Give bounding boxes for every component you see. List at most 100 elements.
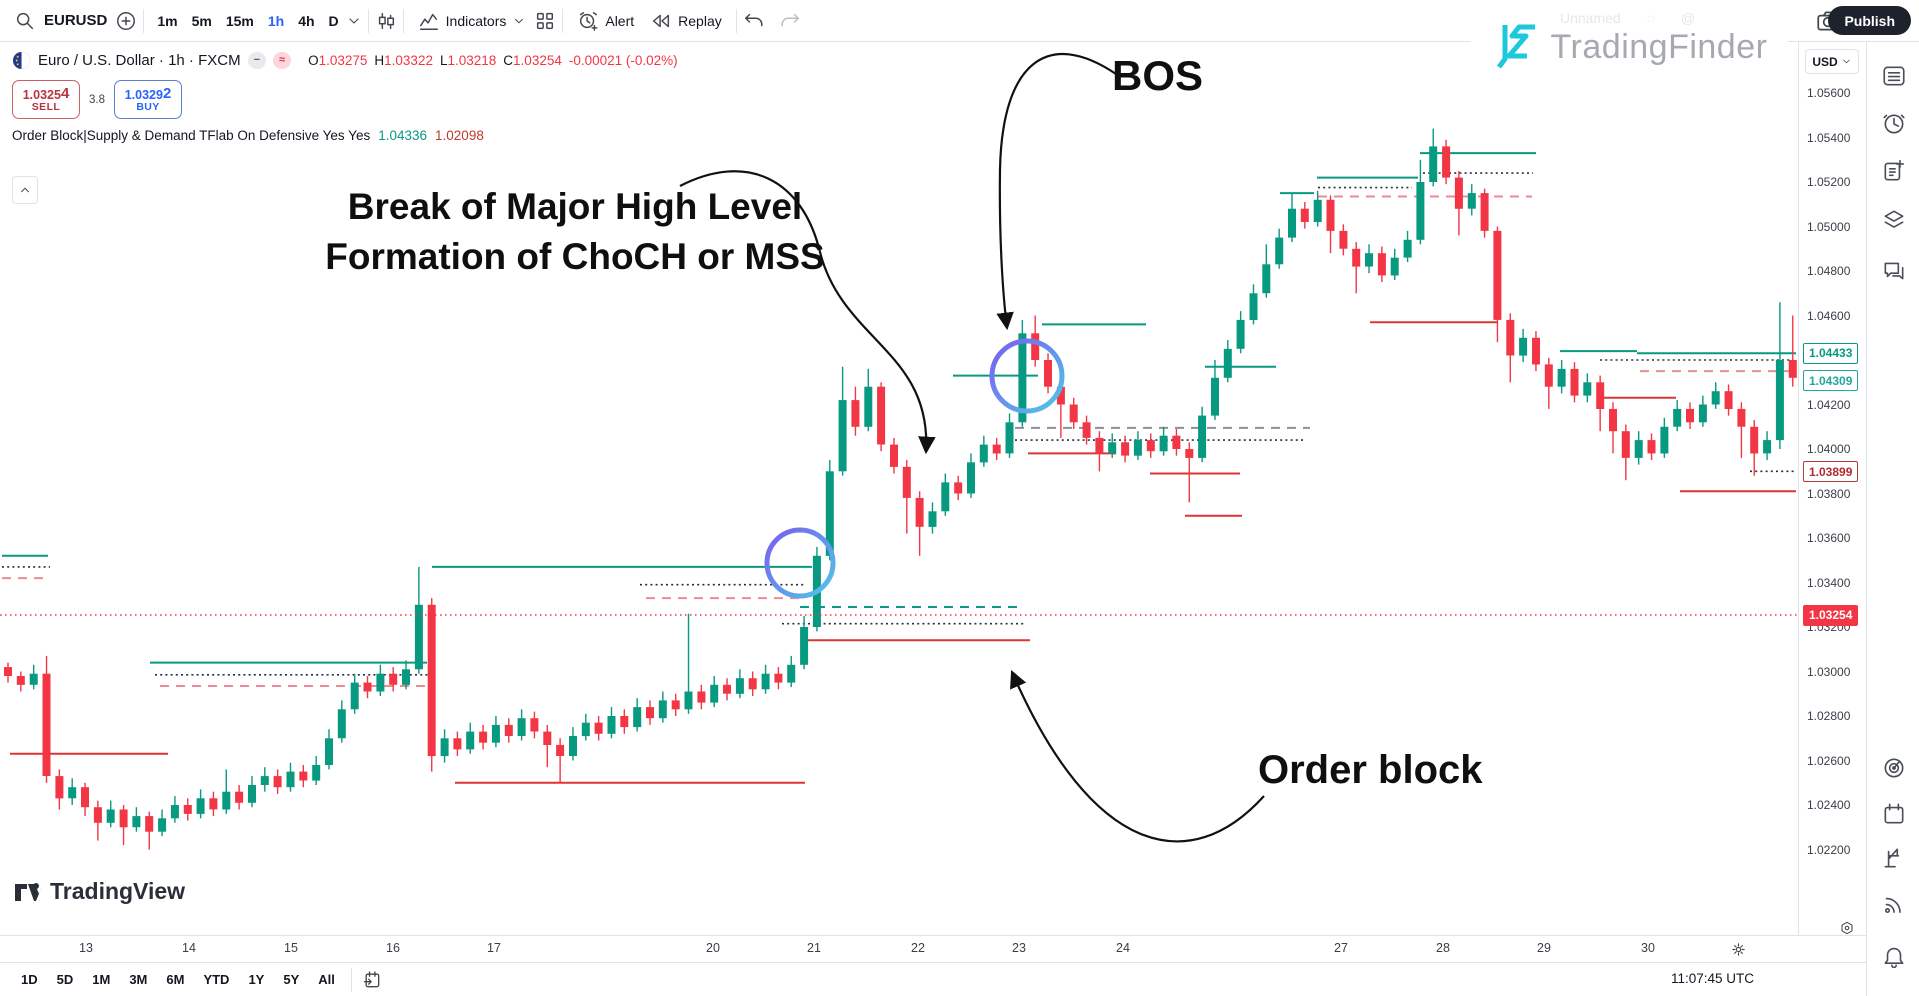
indicator-level-lines — [2, 152, 1796, 784]
timeframe-1m[interactable]: 1m — [157, 12, 178, 29]
compare-plus-icon[interactable] — [115, 10, 137, 32]
range-5d[interactable]: 5D — [56, 972, 74, 987]
price-tick: 1.04600 — [1807, 308, 1851, 323]
scanner-icon[interactable] — [1881, 755, 1907, 781]
symbol-search-button[interactable]: EURUSD — [36, 6, 115, 36]
price-tick: 1.05600 — [1807, 86, 1851, 100]
timeframe-1h[interactable]: 1h — [267, 12, 285, 29]
alert-clock-icon — [577, 10, 599, 32]
chart-style-candles-icon[interactable] — [375, 10, 397, 32]
timeframe-D[interactable]: D — [328, 12, 339, 29]
currency-selector[interactable]: USD — [1805, 49, 1859, 74]
date-range-group: 1D 5D 1M 3M 6M YTD 1Y 5Y All — [15, 972, 341, 987]
range-1y[interactable]: 1Y — [248, 972, 265, 987]
price-tick: 1.02200 — [1807, 842, 1851, 857]
date-tick-24: 24 — [1116, 941, 1130, 955]
tradingview-logo[interactable]: TradingView — [14, 878, 185, 905]
price-tick: 1.03000 — [1807, 664, 1851, 679]
price-badge-1.03254: 1.03254 — [1803, 604, 1859, 626]
notifications-bell-icon[interactable] — [1881, 942, 1907, 969]
chevron-down-icon[interactable] — [346, 13, 362, 29]
symbol-title: Euro / U.S. Dollar · 1h · FXCM — [38, 51, 241, 69]
redo-icon[interactable] — [779, 10, 801, 32]
ghost-flame-icon: ◌ — [1646, 10, 1656, 26]
search-icon[interactable] — [14, 10, 36, 32]
date-tick-23: 23 — [1012, 941, 1026, 955]
journal-plus-icon[interactable] — [1881, 158, 1907, 184]
indicator-title: Order Block|Supply & Demand TFlab On Def… — [12, 128, 371, 143]
publish-button[interactable]: Publish — [1828, 6, 1911, 35]
date-tick-17: 17 — [487, 941, 501, 955]
range-all[interactable]: All — [318, 972, 335, 987]
timeframe-15m[interactable]: 15m — [225, 12, 254, 29]
clock[interactable]: 11:07:45 UTC — [1670, 971, 1754, 986]
date-tick-13: 13 — [79, 941, 93, 955]
replay-label: Replay — [678, 12, 722, 29]
ohlc-values: O1.03275 H1.03322 L1.03218 C1.03254 -0.0… — [308, 52, 678, 68]
date-tick-14: 14 — [182, 941, 196, 955]
price-tick: 1.03800 — [1807, 486, 1851, 501]
layout-grid-icon[interactable] — [534, 10, 556, 32]
tradingview-logo-text: TradingView — [50, 878, 186, 904]
go-to-date-icon[interactable] — [362, 970, 382, 990]
price-tick: 1.02400 — [1807, 798, 1851, 812]
date-tick-21: 21 — [807, 941, 821, 955]
range-5y[interactable]: 5Y — [283, 972, 300, 987]
axis-settings-hex-icon[interactable] — [1839, 920, 1855, 936]
alert-button[interactable]: Alert — [569, 6, 642, 36]
range-1m[interactable]: 1M — [92, 972, 111, 987]
timezone-gear-icon[interactable] — [1730, 941, 1747, 958]
divider — [350, 967, 352, 992]
price-axis[interactable]: USD 1.05600 1.05400 1.05200 1.05000 1.04800 1… — [1798, 42, 1867, 962]
ghost-toolbar: Unnamed ◌ @ — [1560, 10, 1695, 26]
indicators-icon — [418, 10, 440, 32]
indicator-value-low: 1.02098 — [435, 128, 484, 143]
order-block-annotation: Order block — [1258, 748, 1483, 792]
range-6m[interactable]: 6M — [166, 972, 185, 987]
replay-rewind-icon — [650, 10, 672, 32]
ghost-at-icon: @ — [1681, 10, 1696, 26]
sell-button[interactable]: 1.03254 SELL — [12, 80, 80, 119]
bos-arrow — [996, 53, 1117, 331]
date-tick-15: 15 — [284, 941, 298, 955]
date-tick-20: 20 — [706, 941, 720, 955]
calendar-icon[interactable] — [1881, 801, 1907, 827]
candlestick-chart[interactable] — [0, 0, 1798, 935]
publish-label: Publish — [1844, 12, 1895, 29]
price-tick: 1.05200 — [1807, 175, 1851, 189]
object-tree-icon[interactable] — [1881, 207, 1907, 233]
price-badge-1.04309: 1.04309 — [1803, 370, 1859, 392]
undo-icon[interactable] — [743, 10, 765, 32]
tradingfinder-logo-text: TradingFinder — [1550, 27, 1768, 66]
date-tick-27: 27 — [1334, 941, 1348, 955]
bottom-toolbar: 1D 5D 1M 3M 6M YTD 1Y 5Y All 11:07:45 UTC — [0, 962, 1866, 996]
range-ytd[interactable]: YTD — [203, 972, 230, 987]
choch-arrow — [679, 170, 936, 455]
chart-legend: Euro / U.S. Dollar · 1h · FXCM − ≈ O1.03… — [12, 48, 678, 143]
divider — [143, 8, 145, 33]
symbol-row[interactable]: Euro / U.S. Dollar · 1h · FXCM − ≈ O1.03… — [12, 48, 678, 72]
indicators-button[interactable]: Indicators — [410, 6, 535, 36]
forecast-icon[interactable] — [1881, 845, 1907, 871]
chat-icon[interactable] — [1881, 258, 1907, 284]
date-tick-28: 28 — [1436, 941, 1450, 955]
range-3m[interactable]: 3M — [129, 972, 148, 987]
alerts-clock-icon[interactable] — [1881, 111, 1907, 137]
timeframe-5m[interactable]: 5m — [191, 12, 212, 29]
streams-icon[interactable] — [1881, 891, 1907, 917]
ghost-layout-name: Unnamed — [1560, 10, 1621, 26]
trade-panel: 1.03254 SELL 3.8 1.03292 BUY — [12, 80, 678, 119]
buy-button[interactable]: 1.03292 BUY — [114, 80, 182, 119]
indicator-legend-row[interactable]: Order Block|Supply & Demand TFlab On Def… — [12, 128, 678, 143]
range-1d[interactable]: 1D — [21, 972, 38, 987]
legend-collapse-button[interactable] — [12, 176, 38, 204]
timeframe-4h[interactable]: 4h — [298, 12, 315, 29]
currency-label: USD — [1812, 54, 1838, 69]
hide-indicator-pill[interactable]: − — [247, 51, 267, 69]
watchlist-icon[interactable] — [1881, 63, 1907, 89]
chevron-up-icon — [18, 183, 32, 197]
time-axis[interactable]: 13 14 15 16 17 20 21 22 23 24 27 28 29 30 — [0, 935, 1866, 963]
indicator-value-high: 1.04336 — [378, 128, 428, 143]
replay-button[interactable]: Replay — [642, 6, 730, 36]
approx-price-pill[interactable]: ≈ — [273, 51, 292, 69]
